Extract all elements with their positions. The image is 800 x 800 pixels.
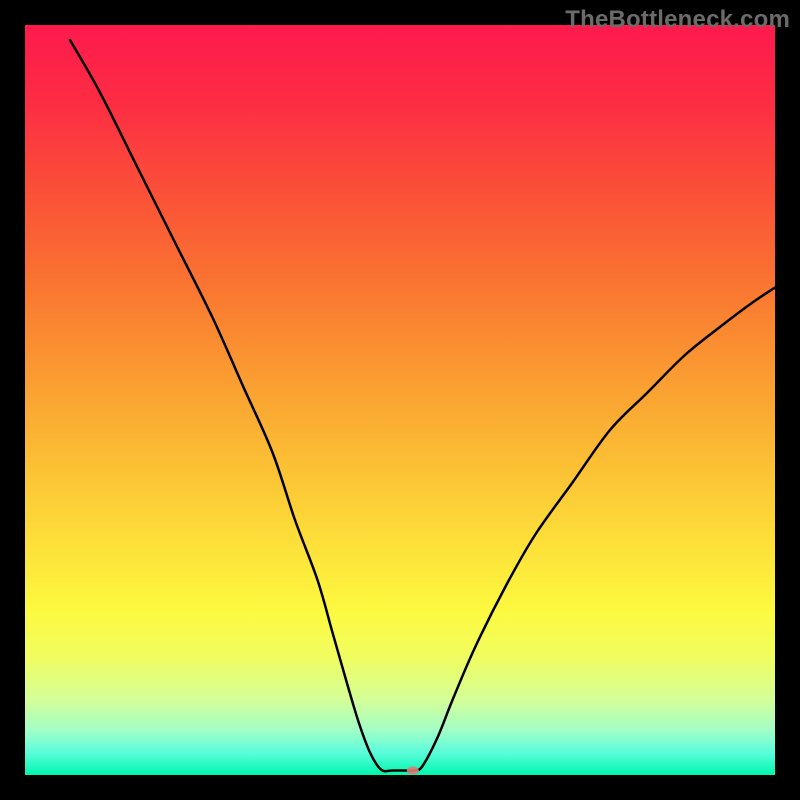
bottleneck-chart <box>0 0 800 800</box>
chart-container: TheBottleneck.com <box>0 0 800 800</box>
chart-plot-background <box>25 25 775 775</box>
watermark-text: TheBottleneck.com <box>565 6 790 34</box>
optimal-point-marker <box>407 767 419 775</box>
